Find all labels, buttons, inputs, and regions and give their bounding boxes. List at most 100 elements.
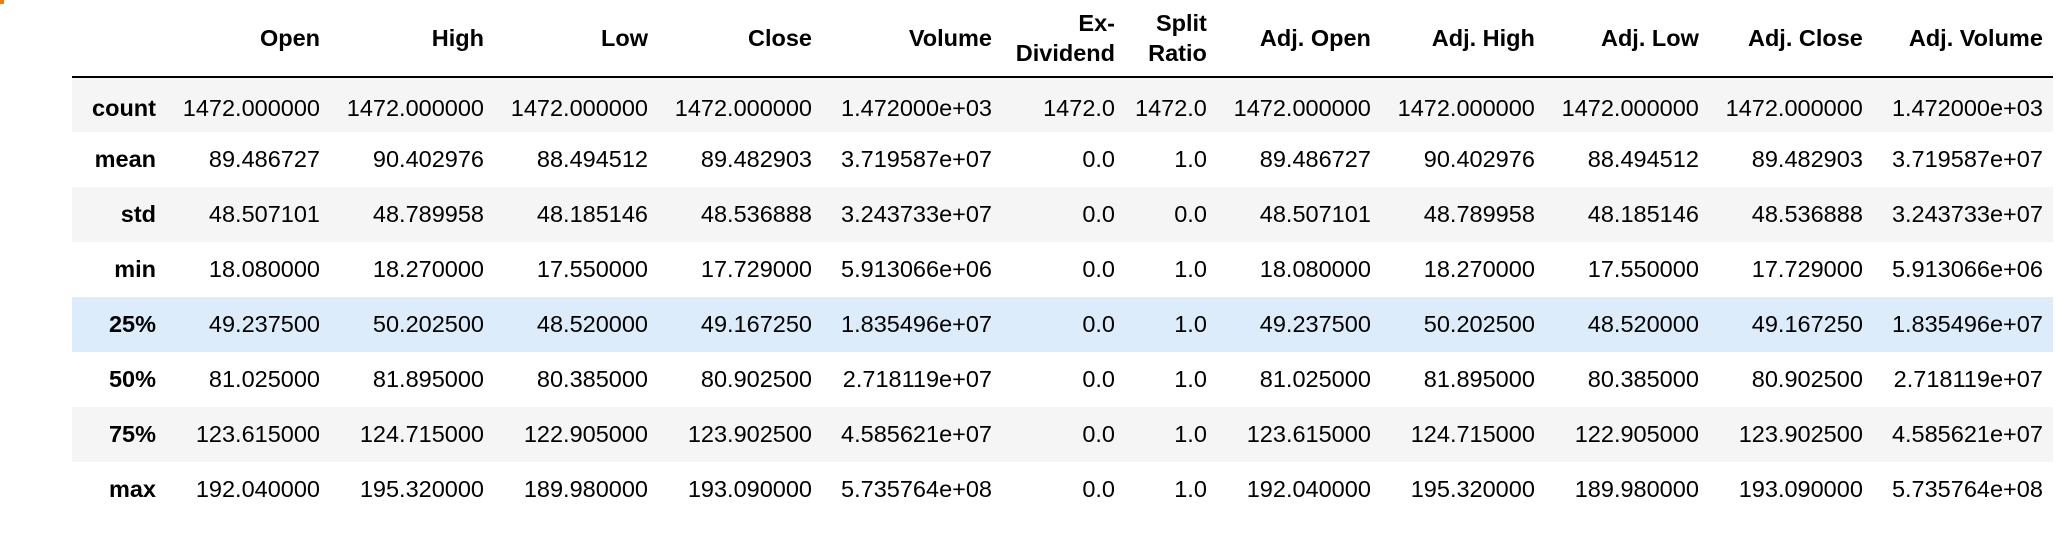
column-header-adj-open: Adj. Open (1216, 0, 1381, 78)
table-cell: 89.482903 (700, 146, 812, 172)
table-cell: 192.040000 (195, 476, 320, 502)
table-cell: 123.615000 (1246, 421, 1371, 447)
table-cell: 193.090000 (687, 476, 812, 502)
table-cell: 18.080000 (1259, 256, 1371, 282)
table-cell: 193.090000 (1738, 476, 1863, 502)
table-cell: 17.550000 (1587, 256, 1699, 282)
table-cell: 1472.000000 (182, 94, 320, 121)
table-cell: 189.980000 (523, 476, 648, 502)
table-cell: 2.718119e+07 (1893, 366, 2043, 392)
table-cell: 5.913066e+06 (1891, 256, 2043, 282)
table-cell: 1472.000000 (1725, 94, 1863, 121)
table-cell: 1.0 (1174, 256, 1207, 282)
header-row: Open High Low Close Volume Ex- Dividend … (72, 0, 2053, 78)
table-cell: 48.536888 (1751, 201, 1863, 227)
ex-dividend-line-2: Dividend (1015, 40, 1115, 66)
table-cell: 49.167250 (1751, 311, 1863, 337)
table-row: mean 89.486727 90.402976 88.494512 89.482903… (72, 132, 2053, 187)
table-cell: 2.718119e+07 (842, 366, 992, 392)
table-cell: 1472.000000 (1397, 94, 1535, 121)
column-header-volume: Volume (822, 0, 1002, 78)
table-cell: 5.735764e+08 (841, 476, 992, 502)
table-cell: 48.507101 (208, 201, 320, 227)
table-row: std 48.507101 48.789958 48.185146 48.536888 3… (72, 187, 2053, 242)
column-header-open: Open (166, 0, 330, 78)
table-cell: 81.895000 (372, 366, 484, 392)
row-index-label: mean (94, 146, 156, 172)
split-ratio-line-2: Ratio (1148, 40, 1207, 66)
table-cell: 80.902500 (1751, 366, 1863, 392)
table-cell: 18.080000 (208, 256, 320, 282)
row-index-label: 25% (108, 311, 156, 337)
table-cell: 50.202500 (1423, 311, 1535, 337)
table-cell: 49.167250 (700, 311, 812, 337)
table-row: max 192.040000 195.320000 189.980000 193.090… (72, 462, 2053, 517)
table-cell: 5.735764e+08 (1891, 476, 2043, 502)
table-cell: 123.902500 (1738, 421, 1863, 447)
table-cell: 1472.000000 (346, 94, 484, 121)
describe-table: Open High Low Close Volume Ex- Dividend … (72, 0, 2053, 517)
table-cell: 1.835496e+07 (841, 311, 992, 337)
table-row: 50% 81.025000 81.895000 80.385000 80.902500 2… (72, 352, 2053, 407)
table-cell: 48.185146 (536, 201, 648, 227)
column-header-close: Close (658, 0, 822, 78)
row-index-label: count (92, 94, 156, 121)
table-cell: 0.0 (1082, 421, 1115, 447)
table-cell: 90.402976 (1423, 146, 1535, 172)
table-cell: 123.615000 (195, 421, 320, 447)
table-cell: 80.385000 (536, 366, 648, 392)
table-cell: 195.320000 (359, 476, 484, 502)
table-cell: 1472.000000 (1561, 94, 1699, 121)
table-cell: 4.585621e+07 (1891, 421, 2043, 447)
row-index-label: 75% (108, 421, 156, 447)
table-cell: 123.902500 (687, 421, 812, 447)
table-cell: 1.0 (1174, 366, 1207, 392)
table-cell: 0.0 (1082, 311, 1115, 337)
ex-dividend-line-1: Ex- (1078, 10, 1115, 36)
column-header-adj-high: Adj. High (1380, 0, 1545, 78)
column-header-adj-low: Adj. Low (1544, 0, 1709, 78)
table-cell: 3.243733e+07 (1891, 201, 2043, 227)
table-row: 75% 123.615000 124.715000 122.905000 123.902… (72, 407, 2053, 462)
table-cell: 48.520000 (536, 311, 648, 337)
table-cell: 192.040000 (1246, 476, 1371, 502)
table-cell: 48.789958 (1423, 201, 1535, 227)
table-cell: 48.789958 (372, 201, 484, 227)
table-cell: 90.402976 (372, 146, 484, 172)
table-cell: 0.0 (1082, 476, 1115, 502)
table-cell: 1.835496e+07 (1891, 311, 2043, 337)
table-cell: 122.905000 (1574, 421, 1699, 447)
row-index-label: std (120, 201, 156, 227)
table-cell: 49.237500 (208, 311, 320, 337)
table-cell: 3.719587e+07 (841, 146, 992, 172)
table-cell: 17.729000 (700, 256, 812, 282)
split-ratio-line-1: Split (1155, 10, 1207, 36)
table-cell: 89.486727 (208, 146, 320, 172)
table-cell: 5.913066e+06 (841, 256, 992, 282)
table-cell: 89.482903 (1751, 146, 1863, 172)
table-cell: 49.237500 (1259, 311, 1371, 337)
cell-prompt-marker (0, 0, 4, 4)
table-row: 25% 49.237500 50.202500 48.520000 49.167250 1… (72, 297, 2053, 352)
table-row: count 1472.000000 1472.000000 1472.000000 14… (72, 77, 2053, 132)
row-index-label: max (108, 476, 156, 502)
table-cell: 17.729000 (1751, 256, 1863, 282)
table-cell: 48.520000 (1587, 311, 1699, 337)
table-cell: 0.0 (1082, 256, 1115, 282)
column-header-high: High (330, 0, 494, 78)
table-cell: 80.902500 (700, 366, 812, 392)
table-cell: 18.270000 (372, 256, 484, 282)
table-cell: 0.0 (1174, 201, 1207, 227)
dataframe-output: Open High Low Close Volume Ex- Dividend … (72, 0, 2053, 517)
table-cell: 1472.000000 (510, 94, 648, 121)
table-cell: 80.385000 (1587, 366, 1699, 392)
table-cell: 1472.000000 (1233, 94, 1371, 121)
table-cell: 3.719587e+07 (1891, 146, 2043, 172)
table-cell: 195.320000 (1410, 476, 1535, 502)
table-cell: 4.585621e+07 (841, 421, 992, 447)
table-cell: 0.0 (1082, 366, 1115, 392)
table-cell: 1.0 (1174, 476, 1207, 502)
table-cell: 89.486727 (1259, 146, 1371, 172)
table-row: min 18.080000 18.270000 17.550000 17.729000 5… (72, 242, 2053, 297)
row-index-label: 50% (108, 366, 156, 392)
